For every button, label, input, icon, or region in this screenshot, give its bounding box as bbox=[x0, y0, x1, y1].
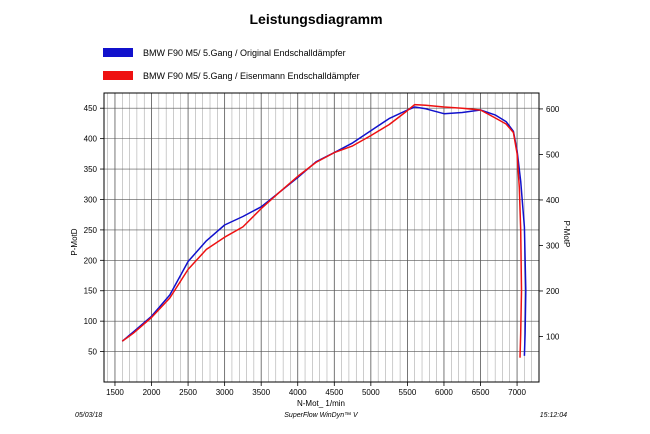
y-tick-label-right: 100 bbox=[546, 332, 560, 341]
legend: BMW F90 M5/ 5.Gang / Original Endschalld… bbox=[103, 48, 360, 81]
y-axis-left: 50 100 150 200 250 300 350 400 450 bbox=[84, 104, 104, 357]
footer-date: 05/03/18 bbox=[75, 412, 102, 419]
footer-time: 15:12:04 bbox=[540, 412, 567, 419]
legend-swatch-2 bbox=[103, 71, 133, 80]
legend-swatch-1 bbox=[103, 48, 133, 57]
x-tick-label: 5000 bbox=[362, 388, 380, 397]
y-tick-label-left: 200 bbox=[84, 256, 98, 265]
y-axis-label-left: P-MotD bbox=[70, 228, 79, 255]
chart-title: Leistungsdiagramm bbox=[249, 11, 382, 27]
series-group bbox=[121, 103, 527, 358]
x-axis-label: N-Mot_ 1/min bbox=[297, 399, 345, 408]
x-tick-label: 4000 bbox=[289, 388, 307, 397]
footer-software: SuperFlow WinDyn™ V bbox=[284, 412, 359, 419]
x-tick-label: 4500 bbox=[325, 388, 343, 397]
y-tick-label-right: 200 bbox=[546, 287, 560, 296]
y-tick-label-left: 100 bbox=[84, 317, 98, 326]
y-axis-label-right: P-MotP bbox=[562, 221, 571, 248]
x-axis: 1500 2000 2500 3000 3500 4000 4500 5000 5500 6000… bbox=[106, 382, 527, 397]
chart-grid bbox=[104, 93, 540, 382]
series-line-2 bbox=[121, 103, 523, 358]
y-tick-label-right: 400 bbox=[546, 196, 560, 205]
y-tick-label-right: 300 bbox=[546, 241, 560, 250]
x-tick-label: 3500 bbox=[252, 388, 270, 397]
y-tick-label-left: 300 bbox=[84, 195, 98, 204]
y-tick-label-left: 150 bbox=[84, 287, 98, 296]
x-tick-label: 2000 bbox=[143, 388, 161, 397]
y-tick-label-left: 400 bbox=[84, 135, 98, 144]
legend-label-1: BMW F90 M5/ 5.Gang / Original Endschalld… bbox=[143, 48, 346, 58]
y-tick-label-left: 450 bbox=[84, 104, 98, 113]
y-tick-label-right: 600 bbox=[546, 105, 560, 114]
legend-label-2: BMW F90 M5/ 5.Gang / Eisenmann Endschall… bbox=[143, 71, 360, 81]
x-tick-label: 6500 bbox=[472, 388, 490, 397]
y-tick-label-left: 350 bbox=[84, 165, 98, 174]
x-tick-label: 1500 bbox=[106, 388, 124, 397]
y-tick-label-left: 250 bbox=[84, 226, 98, 235]
series-line-1 bbox=[121, 106, 527, 356]
y-tick-label-left: 50 bbox=[88, 348, 97, 357]
x-tick-label: 6000 bbox=[435, 388, 453, 397]
y-tick-label-right: 500 bbox=[546, 150, 560, 159]
y-axis-right: 100 200 300 400 500 600 bbox=[539, 105, 560, 341]
x-tick-label: 7000 bbox=[508, 388, 526, 397]
plot-area bbox=[103, 92, 540, 383]
x-tick-label: 3000 bbox=[216, 388, 234, 397]
x-tick-label: 5500 bbox=[399, 388, 417, 397]
x-tick-label: 2500 bbox=[179, 388, 197, 397]
